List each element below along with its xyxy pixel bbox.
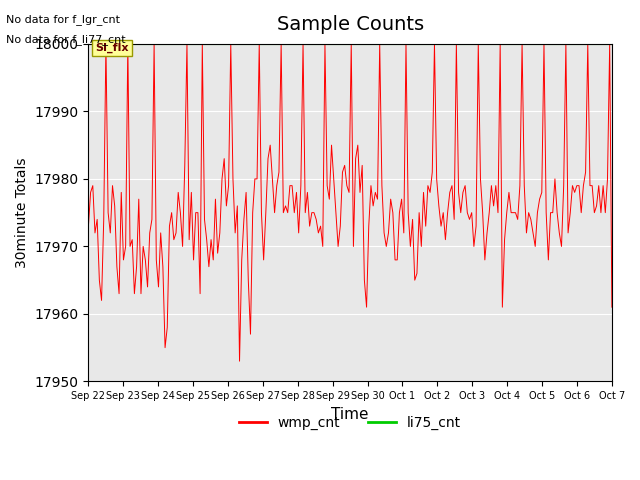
Y-axis label: 30minute Totals: 30minute Totals: [15, 157, 29, 268]
Text: No data for f_li77_cnt: No data for f_li77_cnt: [6, 34, 126, 45]
Title: Sample Counts: Sample Counts: [276, 15, 424, 34]
Legend: wmp_cnt, li75_cnt: wmp_cnt, li75_cnt: [234, 410, 467, 435]
Text: No data for f_lgr_cnt: No data for f_lgr_cnt: [6, 14, 120, 25]
Text: SI_flx: SI_flx: [95, 43, 129, 53]
X-axis label: Time: Time: [332, 407, 369, 422]
